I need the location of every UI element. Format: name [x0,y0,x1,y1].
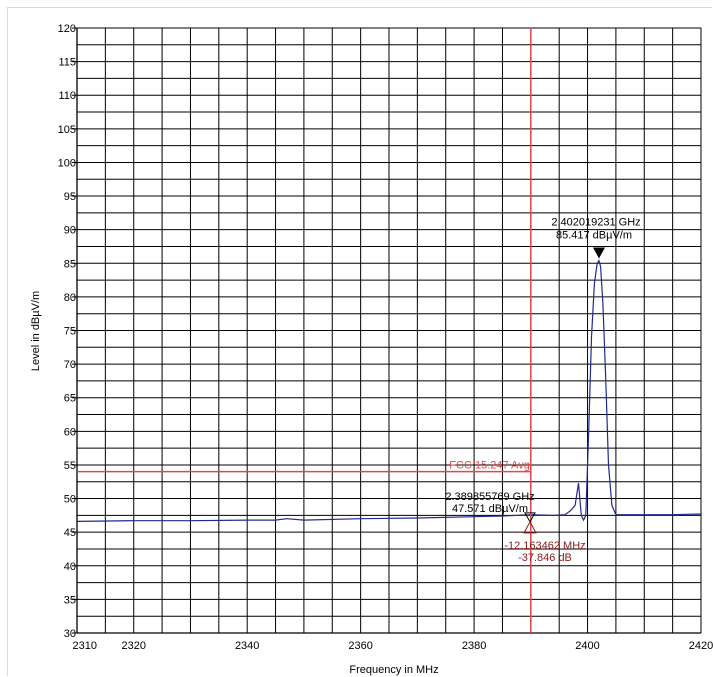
y-tick-label: 40 [64,561,76,573]
marker-1-level: 85.417 dBµV/m [556,229,632,241]
marker-1-triangle [593,247,605,259]
x-tick-label: 2360 [348,640,372,652]
y-tick-label: 55 [64,460,76,472]
x-tick-label: 2310 [73,640,97,652]
y-tick-label: 120 [58,23,76,35]
x-tick-label: 2420 [689,640,713,652]
marker-2-level: 47.571 dBµV/m [452,503,528,515]
marker-2-frequency: 2.389855769 GHz [445,491,534,503]
y-tick-label: 45 [64,527,76,539]
y-tick-label: 65 [64,393,76,405]
chart-frame [7,7,712,676]
x-tick-label: 2340 [235,640,259,652]
delta-level: -37.846 dB [518,552,572,564]
y-tick-label: 90 [64,225,76,237]
y-tick-label: 110 [58,90,76,102]
y-tick-label: 105 [58,124,76,136]
x-tick-label: 2320 [121,640,145,652]
y-tick-label: 95 [64,191,76,203]
series-trace [76,259,702,522]
y-tick-label: 60 [64,426,76,438]
grid [76,27,702,634]
x-axis-title: Frequency in MHz [349,664,438,676]
marker-1-frequency: 2.402019231 GHz [551,216,640,228]
y-tick-label: 115 [58,57,76,69]
delta-frequency: -12.163462 MHz [504,540,585,552]
x-tick-label: 2400 [575,640,599,652]
y-tick-label: 75 [64,326,76,338]
y-tick-label: 30 [64,628,76,640]
axis-ticks: 30 35 40 45 50 55 60 65 70 75 80 85 90 95 100 105 110 115… [58,23,713,652]
delta-marker-triangle [523,520,537,534]
y-tick-label: 50 [64,494,76,506]
marker-2-triangle [524,512,536,523]
y-axis-title: Level in dBµV/m [30,291,42,371]
y-tick-label: 100 [58,157,76,169]
trace-layer [76,259,702,522]
x-tick-label: 2380 [462,640,486,652]
y-tick-label: 70 [64,359,76,371]
limit-line-label: FCC 15.247 Avg [449,460,530,472]
y-tick-label: 85 [64,258,76,270]
y-tick-label: 80 [64,292,76,304]
y-tick-label: 35 [64,594,76,606]
